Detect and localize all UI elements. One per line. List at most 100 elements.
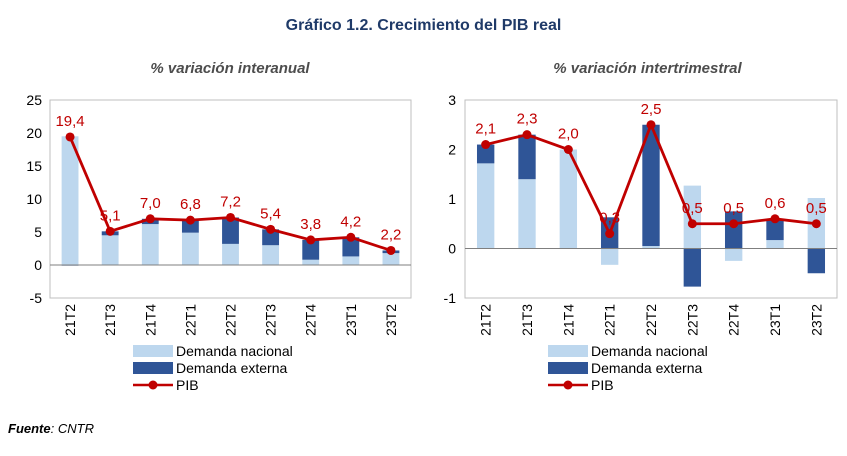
y-tick-label: 5 [34, 224, 42, 240]
y-tick-label: 10 [26, 191, 42, 207]
y-tick-label: 15 [26, 158, 42, 174]
x-tick-label: 21T4 [560, 304, 576, 336]
bar-demanda-nacional [101, 235, 119, 265]
bar-demanda-nacional [724, 248, 743, 261]
pib-data-label: 2,0 [558, 126, 579, 143]
y-tick-label: 3 [448, 92, 456, 108]
x-tick-label: 23T1 [343, 304, 359, 336]
x-tick-label: 22T2 [643, 304, 659, 336]
y-tick-label: -5 [30, 290, 43, 306]
pib-data-label: 2,3 [517, 111, 538, 128]
bar-demanda-nacional [518, 179, 536, 249]
pib-data-label: 0,6 [765, 195, 786, 212]
bar-demanda-externa [766, 218, 784, 241]
legend-label-externa: Demanda externa [591, 360, 703, 376]
bar-demanda-nacional [302, 259, 320, 265]
bar-demanda-externa [518, 134, 536, 180]
bar-demanda-nacional [600, 248, 619, 265]
pib-data-label: 0,5 [682, 200, 703, 217]
pib-point [687, 219, 697, 229]
x-tick-label: 22T3 [263, 304, 279, 336]
x-tick-label: 22T1 [602, 304, 618, 336]
x-tick-label: 21T4 [142, 304, 158, 336]
pib-point [65, 132, 75, 142]
bar-demanda-externa [476, 144, 495, 164]
bar-demanda-externa [642, 124, 660, 247]
pib-data-label: 2,5 [641, 101, 662, 118]
pib-point [145, 214, 155, 224]
pib-data-label: 5,4 [260, 205, 281, 222]
bar-demanda-externa [724, 211, 743, 249]
pib-data-label: 0,5 [723, 200, 744, 217]
bar-demanda-nacional [181, 232, 199, 265]
bar-demanda-externa [342, 237, 360, 257]
y-tick-label: -1 [444, 290, 457, 306]
pib-point [729, 219, 739, 229]
legend-label-pib: PIB [591, 377, 614, 393]
x-tick-label: 22T4 [303, 304, 319, 336]
bar-demanda-externa [222, 217, 239, 244]
bar-demanda-nacional [222, 243, 239, 265]
pib-point [811, 219, 821, 229]
pib-point [386, 245, 396, 255]
pib-data-label: 7,2 [220, 193, 241, 210]
legend-label-nacional: Demanda nacional [591, 343, 708, 359]
legend-label-nacional: Demanda nacional [176, 343, 293, 359]
plot-frame-interanual [49, 99, 412, 299]
bar-demanda-nacional [61, 136, 79, 265]
source-label: Fuente [8, 421, 51, 436]
x-tick-label: 21T3 [102, 304, 118, 336]
pib-data-label: 2,2 [381, 226, 402, 243]
bar-demanda-nacional [476, 163, 495, 249]
x-tick-label: 22T1 [182, 304, 198, 336]
pib-data-label: 4,2 [340, 213, 361, 230]
legend-swatch-externa [548, 362, 588, 374]
x-tick-label: 21T2 [478, 304, 494, 336]
bar-demanda-nacional [559, 149, 578, 249]
legend-swatch-nacional [548, 345, 588, 357]
x-tick-label: 21T2 [62, 304, 78, 336]
pib-data-label: 0,5 [806, 200, 827, 217]
legend-swatch-externa [133, 362, 173, 374]
plot-frame-intertrimestral [464, 99, 838, 299]
bar-demanda-nacional [642, 246, 660, 249]
source-text: : CNTR [50, 421, 94, 436]
x-tick-label: 23T2 [383, 304, 399, 336]
y-tick-label: 2 [448, 142, 456, 158]
legend-swatch-nacional [133, 345, 173, 357]
bar-demanda-externa [181, 220, 199, 233]
x-tick-label: 22T4 [726, 304, 742, 336]
pib-data-label: 0,3 [599, 210, 620, 227]
legend-label-externa: Demanda externa [176, 360, 288, 376]
bar-demanda-nacional [382, 253, 400, 265]
x-tick-label: 22T2 [223, 304, 239, 336]
pib-point [105, 226, 115, 236]
bar-demanda-externa [262, 229, 280, 246]
chart-title: Gráfico 1.2. Crecimiento del PIB real [285, 17, 562, 34]
pib-data-label: 7,0 [140, 195, 161, 212]
bar-demanda-nacional [262, 245, 280, 265]
y-tick-label: 0 [448, 241, 456, 257]
pib-point [522, 130, 532, 140]
bar-demanda-externa [807, 248, 826, 274]
x-tick-label: 22T3 [684, 304, 700, 336]
bar-demanda-nacional [141, 224, 159, 265]
y-tick-label: 20 [26, 125, 42, 141]
pib-point [563, 145, 573, 154]
legend-marker-pib [148, 380, 158, 390]
y-tick-label: 1 [448, 191, 456, 207]
pib-data-label: 19,4 [55, 113, 84, 130]
pib-data-label: 6,8 [180, 196, 201, 213]
pib-point [185, 215, 195, 225]
pib-point [226, 212, 235, 222]
y-tick-label: 0 [34, 257, 42, 273]
subtitle-interanual: % variación interanual [150, 60, 310, 77]
legend-label-pib: PIB [176, 377, 199, 393]
bar-demanda-nacional [342, 256, 360, 265]
pib-point [770, 214, 780, 224]
pib-data-label: 2,1 [475, 121, 496, 138]
subtitle-intertrimestral: % variación intertrimestral [553, 60, 742, 77]
pib-point [306, 235, 316, 245]
